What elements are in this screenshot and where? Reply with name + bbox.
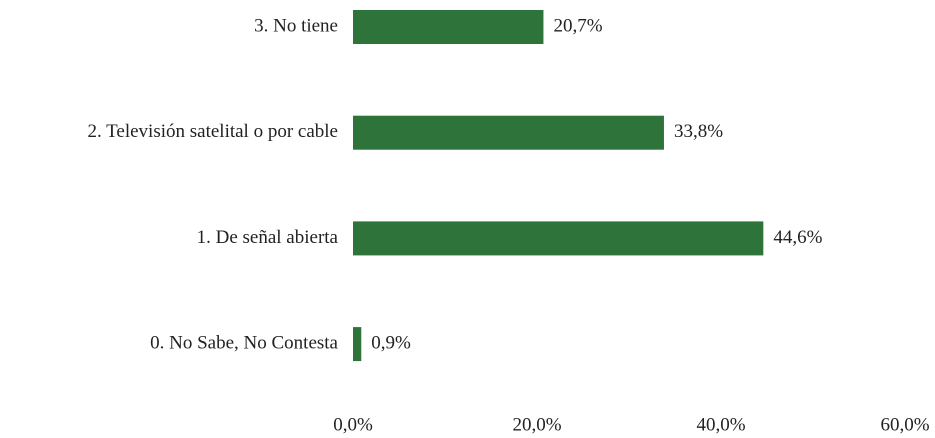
x-tick-label: 40,0% bbox=[696, 414, 745, 435]
y-tick-label: 0. No Sabe, No Contesta bbox=[150, 332, 338, 353]
x-tick-label: 60,0% bbox=[880, 414, 929, 435]
bar bbox=[353, 115, 664, 150]
x-tick-label: 0,0% bbox=[333, 414, 373, 435]
value-label: 33,8% bbox=[674, 121, 723, 142]
value-label: 20,7% bbox=[553, 15, 602, 36]
bar bbox=[353, 221, 764, 256]
value-label: 44,6% bbox=[773, 227, 822, 248]
x-tick-label: 20,0% bbox=[512, 414, 561, 435]
value-label: 0,9% bbox=[371, 332, 411, 353]
y-tick-label: 3. No tiene bbox=[254, 15, 338, 36]
y-tick-label: 1. De señal abierta bbox=[197, 227, 339, 248]
bar bbox=[353, 10, 544, 44]
bar bbox=[353, 327, 362, 362]
y-tick-label: 2. Televisión satelital o por cable bbox=[87, 121, 338, 142]
